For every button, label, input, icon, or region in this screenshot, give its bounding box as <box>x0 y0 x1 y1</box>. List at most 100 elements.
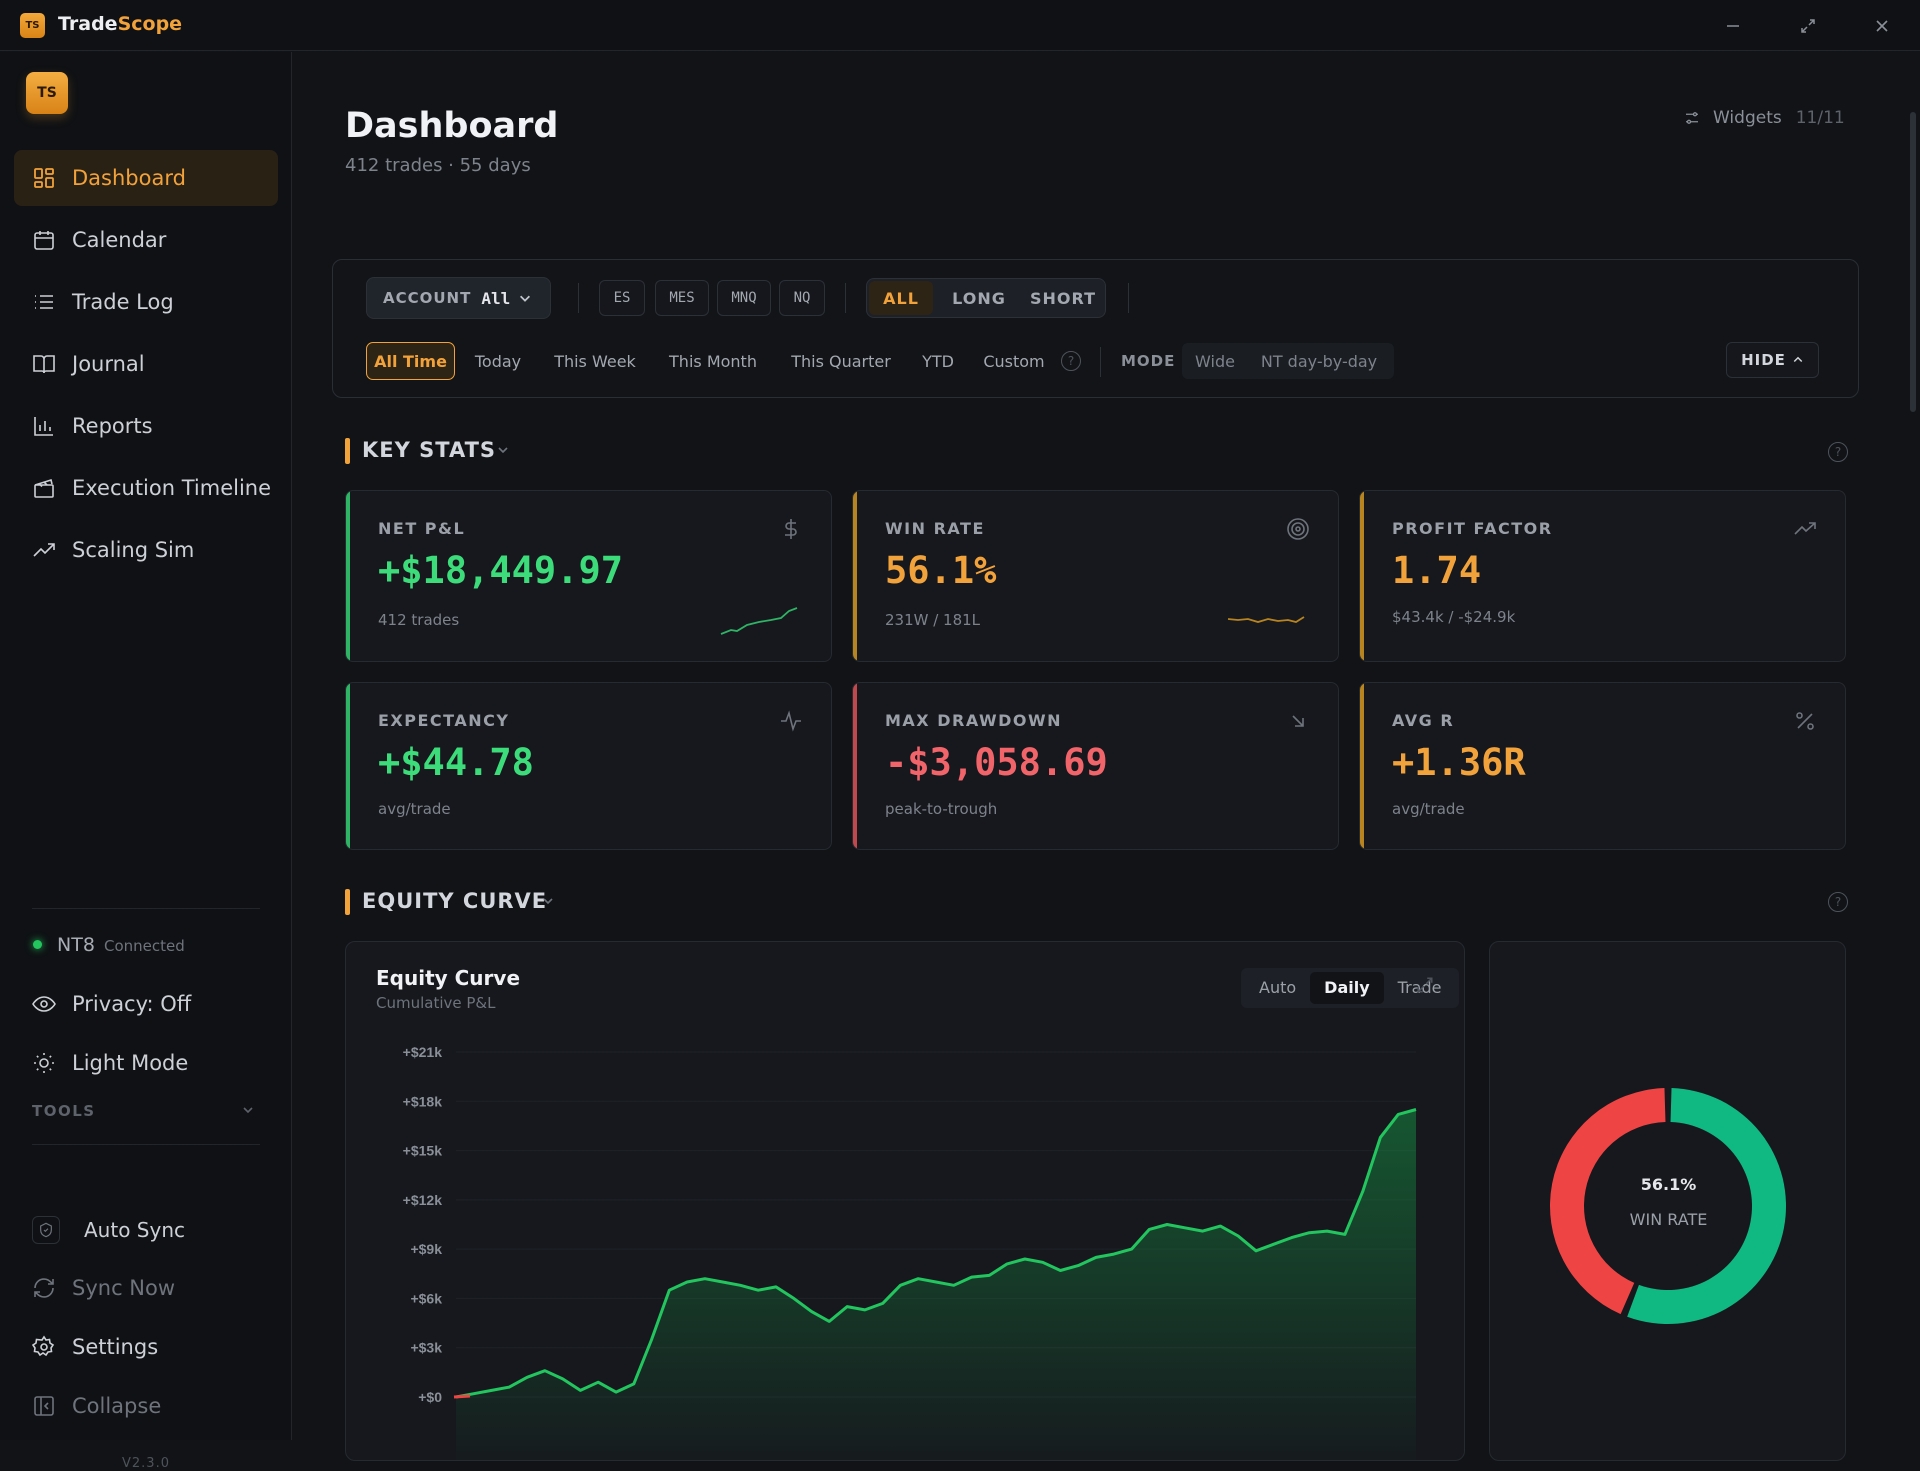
sidebar-logo[interactable]: TS <box>26 72 68 114</box>
sidebar-item-scaling-sim[interactable]: Scaling Sim <box>14 522 278 578</box>
win-rate-donut <box>1550 1088 1786 1324</box>
refresh-icon <box>34 1278 54 1298</box>
page-title: Dashboard <box>345 106 559 146</box>
hide-filters-button[interactable]: HIDE <box>1726 342 1819 378</box>
chevron-down-icon <box>243 1107 253 1114</box>
help-icon[interactable]: ? <box>1828 892 1848 912</box>
y-tick-label: +$0 <box>418 1389 442 1405</box>
app-name-part1: Trade <box>58 13 118 35</box>
filter-panel: ACCOUNT All ES MES MNQ NQ ALL LONG SHORT… <box>332 259 1859 398</box>
app-name-part2: Scope <box>117 13 183 35</box>
direction-short[interactable]: SHORT <box>1029 288 1097 308</box>
time-filter-all-time[interactable]: All Time <box>366 342 455 380</box>
sliders-icon <box>1686 112 1698 124</box>
time-filter-this-week[interactable]: This Week <box>554 351 636 371</box>
sync-now-button[interactable]: Sync Now <box>14 1260 278 1316</box>
equity-negative-segment <box>453 1394 471 1399</box>
chevron-down-icon <box>520 295 531 302</box>
help-icon[interactable]: ? <box>1061 351 1081 371</box>
granularity-segmented-control: Auto Daily Trade <box>1241 968 1460 1008</box>
light-mode-toggle[interactable]: Light Mode <box>14 1035 278 1091</box>
sidebar-item-dashboard[interactable]: Dashboard <box>14 150 278 206</box>
account-value: All <box>481 288 511 308</box>
y-tick-label: +$6k <box>410 1290 442 1306</box>
light-mode-label: Light Mode <box>72 1051 189 1075</box>
symbol-filter-mes[interactable]: MES <box>655 280 709 316</box>
hide-label: HIDE <box>1741 351 1786 369</box>
mode-nt-day-by-day[interactable]: NT day-by-day <box>1260 351 1378 371</box>
trend-icon <box>33 543 55 557</box>
app-name: TradeScope <box>58 13 182 35</box>
account-select[interactable]: ACCOUNT All <box>366 277 551 319</box>
sidebar-item-trade-log[interactable]: Trade Log <box>14 274 278 330</box>
close-button[interactable] <box>1868 12 1896 40</box>
symbol-filter-mnq[interactable]: MNQ <box>717 280 771 316</box>
y-tick-label: +$9k <box>410 1241 442 1257</box>
expand-chart-button[interactable] <box>1416 976 1434 998</box>
stat-value: +$18,449.97 <box>378 549 624 592</box>
stat-label: AVG R <box>1392 711 1455 730</box>
scrollbar[interactable] <box>1910 112 1916 412</box>
time-filter-today[interactable]: Today <box>474 351 522 371</box>
widgets-label: Widgets <box>1713 108 1782 128</box>
equity-line <box>455 1108 1417 1399</box>
card-accent-bar <box>1360 683 1364 849</box>
direction-long[interactable]: LONG <box>952 288 1006 308</box>
sidebar-item-calendar[interactable]: Calendar <box>14 212 278 268</box>
granularity-daily[interactable]: Daily <box>1310 972 1384 1004</box>
time-filter-ytd[interactable]: YTD <box>922 351 954 371</box>
time-filter-custom[interactable]: Custom <box>983 351 1045 371</box>
settings-button[interactable]: Settings <box>14 1319 278 1375</box>
stat-value: 56.1% <box>885 549 997 592</box>
main-content: Dashboard 412 trades · 55 days Widgets 1… <box>293 52 1920 1461</box>
help-icon[interactable]: ? <box>1828 442 1848 462</box>
privacy-toggle[interactable]: Privacy: Off <box>14 976 278 1032</box>
maximize-button[interactable] <box>1794 12 1822 40</box>
stat-value: 1.74 <box>1392 549 1482 592</box>
divider <box>32 908 260 909</box>
tools-toggle[interactable] <box>240 1102 256 1122</box>
stat-label: EXPECTANCY <box>378 711 510 730</box>
sidebar-item-journal[interactable]: Journal <box>14 336 278 392</box>
connection-status-text: Connected <box>104 937 185 955</box>
mode-label: MODE <box>1121 352 1176 370</box>
widgets-button[interactable]: Widgets 11/11 <box>1683 108 1845 128</box>
chevron-down-icon <box>543 898 553 905</box>
section-accent-bar <box>345 889 350 915</box>
direction-segmented-control: ALL LONG SHORT <box>866 278 1106 318</box>
auto-sync-toggle[interactable] <box>32 1216 60 1244</box>
stat-card-avg-r: AVG R +1.36R avg/trade <box>1359 682 1846 850</box>
minimize-button[interactable] <box>1719 12 1747 40</box>
equity-chart: +$21k +$18k +$15k +$12k +$9k +$6k +$3k +$0 <box>403 1044 1417 1460</box>
key-stats-toggle[interactable] <box>495 442 511 462</box>
y-tick-label: +$18k <box>403 1093 443 1109</box>
y-tick-label: +$12k <box>403 1192 443 1208</box>
sidebar: TS Dashboard Calendar Trade Log Journal … <box>0 52 292 1471</box>
symbol-filter-nq[interactable]: NQ <box>779 280 825 316</box>
equity-section-toggle[interactable] <box>540 893 556 913</box>
equity-area <box>456 1109 1416 1460</box>
stat-value: +1.36R <box>1392 741 1526 784</box>
mode-wide[interactable]: Wide <box>1195 351 1235 371</box>
granularity-trade[interactable]: Trade <box>1397 978 1442 997</box>
sidebar-item-label: Journal <box>72 352 145 376</box>
settings-label: Settings <box>72 1335 159 1359</box>
y-tick-label: +$15k <box>403 1143 443 1159</box>
sidebar-item-reports[interactable]: Reports <box>14 398 278 454</box>
direction-all[interactable]: ALL <box>869 281 933 315</box>
widgets-count: 11/11 <box>1795 108 1845 128</box>
pulse-icon <box>779 709 803 733</box>
stat-sub: peak-to-trough <box>885 800 998 818</box>
time-filter-this-quarter[interactable]: This Quarter <box>791 351 891 371</box>
shield-icon <box>40 1222 52 1238</box>
symbol-filter-es[interactable]: ES <box>599 280 645 316</box>
granularity-auto[interactable]: Auto <box>1259 978 1297 997</box>
donut-loss-slice <box>1550 1088 1666 1315</box>
grid-icon <box>34 168 54 188</box>
collapse-button[interactable]: Collapse <box>14 1378 278 1434</box>
time-filter-this-month[interactable]: This Month <box>669 351 757 371</box>
chart-subtitle: Cumulative P&L <box>376 994 496 1012</box>
stat-card-win-rate: WIN RATE 56.1% 231W / 181L <box>852 490 1339 662</box>
sidebar-item-execution-timeline[interactable]: Execution Timeline <box>14 460 278 516</box>
sparkline <box>720 607 798 635</box>
